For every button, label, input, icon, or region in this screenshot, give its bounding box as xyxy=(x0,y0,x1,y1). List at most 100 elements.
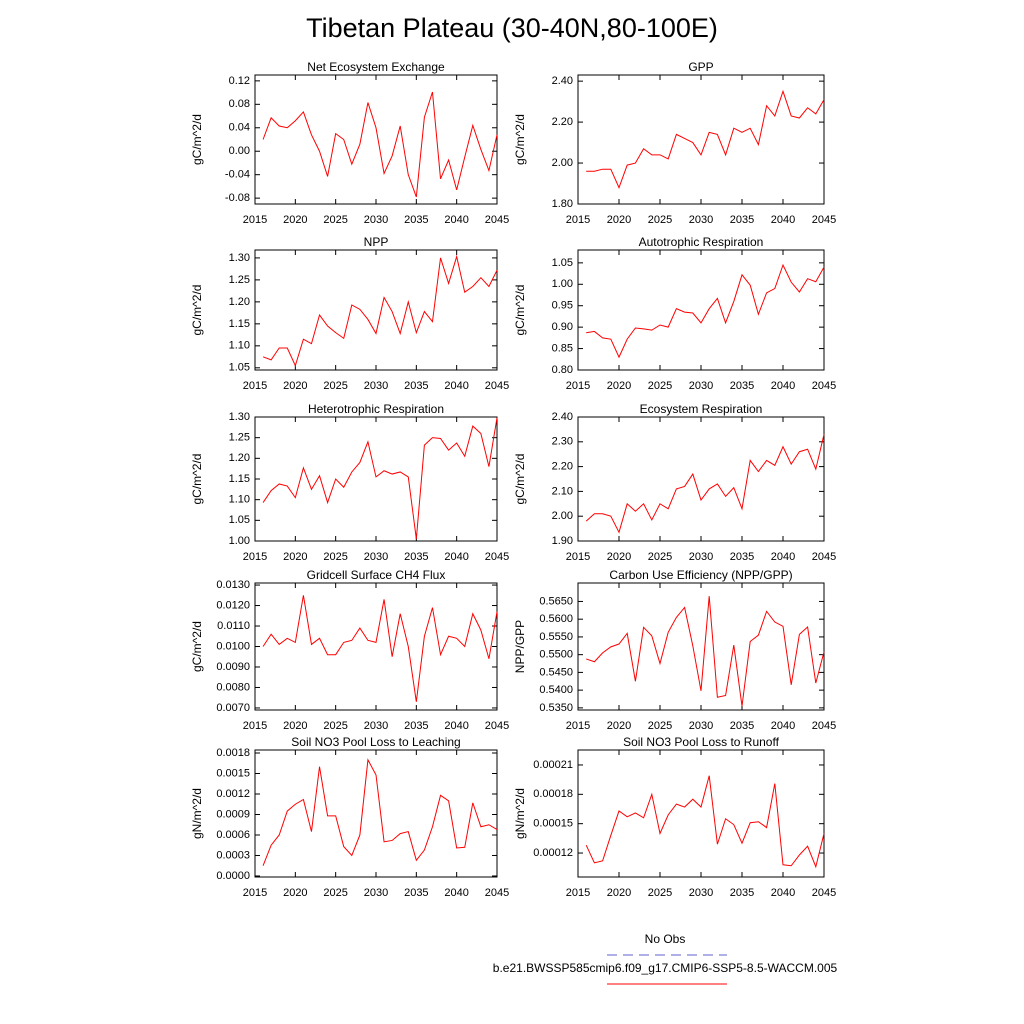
y-tick-label: 2.40 xyxy=(552,411,573,423)
panel-title: Net Ecosystem Exchange xyxy=(307,60,445,74)
y-tick-label: 1.15 xyxy=(229,473,250,485)
x-tick-label: 2045 xyxy=(812,380,836,392)
y-axis-label: gC/m^2/d xyxy=(513,285,527,336)
y-tick-label: 1.05 xyxy=(229,514,250,526)
y-tick-label: 0.5500 xyxy=(539,649,573,661)
x-tick-label: 2030 xyxy=(689,214,713,226)
x-tick-label: 2040 xyxy=(444,887,468,899)
y-tick-label: 0.0100 xyxy=(216,640,250,652)
y-tick-label: 0.5450 xyxy=(539,666,573,678)
x-tick-label: 2025 xyxy=(323,551,347,563)
x-tick-label: 2020 xyxy=(283,380,307,392)
y-tick-label: 2.00 xyxy=(552,157,573,169)
panel-title: Gridcell Surface CH4 Flux xyxy=(307,568,446,582)
plot-frame xyxy=(254,416,498,542)
plot-frame xyxy=(254,749,498,878)
y-tick-label: 1.25 xyxy=(229,274,250,286)
x-tick-label: 2035 xyxy=(404,720,428,732)
y-axis-label: gC/m^2/d xyxy=(513,454,527,505)
legend-label: b.e21.BWSSP585cmip6.f09_g17.CMIP6-SSP5-8… xyxy=(493,961,838,975)
data-line xyxy=(585,775,825,869)
y-tick-label: 0.00015 xyxy=(533,818,573,830)
x-tick-label: 2025 xyxy=(323,887,347,899)
x-tick-label: 2045 xyxy=(485,380,509,392)
y-tick-label: 0.00018 xyxy=(533,788,573,800)
y-tick-label: 0.5350 xyxy=(539,702,573,714)
plot-frame xyxy=(254,74,498,205)
x-tick-label: 2025 xyxy=(648,214,672,226)
x-tick-label: 2035 xyxy=(404,380,428,392)
panel-title: Heterotrophic Respiration xyxy=(308,402,444,416)
y-tick-label: 1.20 xyxy=(229,452,250,464)
y-tick-label: 1.00 xyxy=(229,535,250,547)
x-tick-label: 2035 xyxy=(404,887,428,899)
x-tick-label: 2020 xyxy=(607,887,631,899)
x-tick-label: 2040 xyxy=(771,551,795,563)
x-tick-label: 2015 xyxy=(243,380,267,392)
y-tick-label: 0.5650 xyxy=(539,595,573,607)
x-tick-label: 2015 xyxy=(243,214,267,226)
legend-label: No Obs xyxy=(645,932,686,946)
panel-title: Autotrophic Respiration xyxy=(639,235,764,249)
plot-frame xyxy=(254,249,498,371)
panel-title: Soil NO3 Pool Loss to Leaching xyxy=(291,735,460,749)
y-tick-label: 1.90 xyxy=(552,535,573,547)
y-tick-label: 1.10 xyxy=(229,494,250,506)
x-tick-label: 2035 xyxy=(730,720,754,732)
x-tick-label: 2025 xyxy=(648,380,672,392)
x-tick-label: 2025 xyxy=(323,380,347,392)
x-tick-label: 2040 xyxy=(771,720,795,732)
x-tick-label: 2020 xyxy=(607,551,631,563)
x-tick-label: 2040 xyxy=(771,214,795,226)
figure-title: Tibetan Plateau (30-40N,80-100E) xyxy=(306,13,718,43)
x-tick-label: 2015 xyxy=(243,720,267,732)
panel-title: Carbon Use Efficiency (NPP/GPP) xyxy=(609,568,792,582)
x-tick-label: 2040 xyxy=(444,551,468,563)
y-tick-label: 2.40 xyxy=(552,75,573,87)
x-tick-label: 2045 xyxy=(812,214,836,226)
y-tick-label: 2.20 xyxy=(552,116,573,128)
y-axis-label: gC/m^2/d xyxy=(190,454,204,505)
y-axis-label: gC/m^2/d xyxy=(513,114,527,165)
y-tick-label: 0.0070 xyxy=(216,702,250,714)
x-tick-label: 2035 xyxy=(404,551,428,563)
x-tick-label: 2040 xyxy=(771,887,795,899)
x-tick-label: 2015 xyxy=(243,551,267,563)
x-tick-label: 2045 xyxy=(812,720,836,732)
x-tick-label: 2035 xyxy=(404,214,428,226)
y-tick-label: 0.0130 xyxy=(216,579,250,591)
y-tick-label: 0.90 xyxy=(552,321,573,333)
y-tick-label: 2.10 xyxy=(552,485,573,497)
plot-frame xyxy=(577,249,825,371)
x-tick-label: 2035 xyxy=(730,214,754,226)
data-line xyxy=(585,434,825,534)
data-line xyxy=(262,254,498,368)
x-tick-label: 2045 xyxy=(485,720,509,732)
y-tick-label: 0.0003 xyxy=(216,849,250,861)
y-tick-label: 0.5600 xyxy=(539,613,573,625)
x-tick-label: 2015 xyxy=(243,887,267,899)
y-tick-label: 1.05 xyxy=(229,362,250,374)
y-axis-label: gC/m^2/d xyxy=(190,114,204,165)
x-tick-label: 2030 xyxy=(364,887,388,899)
x-tick-label: 2030 xyxy=(364,720,388,732)
x-tick-label: 2020 xyxy=(607,214,631,226)
x-tick-label: 2025 xyxy=(323,214,347,226)
panel-title: GPP xyxy=(688,60,713,74)
plot-frame xyxy=(577,582,825,711)
x-tick-label: 2040 xyxy=(444,720,468,732)
x-tick-label: 2030 xyxy=(364,380,388,392)
data-line xyxy=(586,596,825,707)
x-tick-label: 2030 xyxy=(364,214,388,226)
y-tick-label: 2.20 xyxy=(552,461,573,473)
y-tick-label: 0.12 xyxy=(229,75,250,87)
y-tick-label: 0.0000 xyxy=(216,870,250,882)
y-tick-label: 0.5550 xyxy=(539,631,573,643)
x-tick-label: 2025 xyxy=(648,551,672,563)
plot-frame xyxy=(577,416,825,542)
x-tick-label: 2015 xyxy=(566,380,590,392)
y-tick-label: 1.80 xyxy=(552,198,573,210)
data-line xyxy=(586,263,825,359)
y-tick-label: 0.0009 xyxy=(216,808,250,820)
